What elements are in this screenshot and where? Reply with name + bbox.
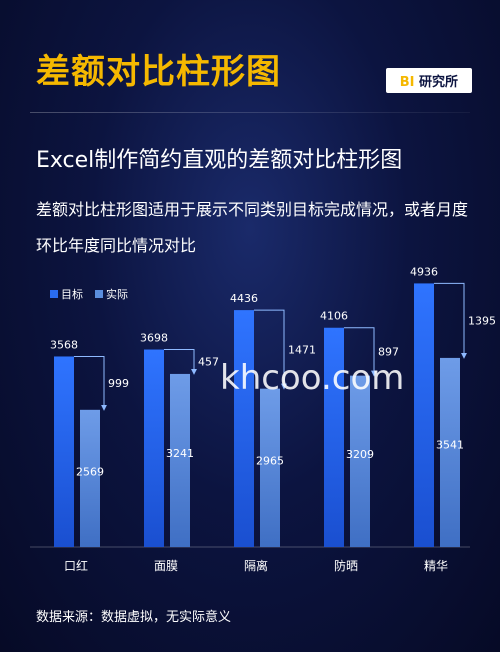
difference-arrow <box>434 282 467 359</box>
page-description: 差额对比柱形图适用于展示不同类别目标完成情况，或者月度环比年度同比情况对比 <box>36 200 469 255</box>
page-headline: 差额对比柱形图 <box>36 52 281 92</box>
bar-actual <box>440 357 460 547</box>
bar-actual <box>170 373 190 547</box>
brand-badge: BI 研究所 <box>385 68 472 93</box>
data-label-difference: 897 <box>378 346 399 359</box>
x-tick-label: 精华 <box>424 559 448 573</box>
data-label-target: 4936 <box>410 265 438 278</box>
data-label-target: 3568 <box>50 338 78 351</box>
data-label-target: 3698 <box>140 332 168 345</box>
brand-badge-text: 研究所 <box>418 75 458 90</box>
page-subtitle: Excel制作简约直观的差额对比柱形图 <box>36 148 403 173</box>
legend-label-actual: 实际 <box>106 288 128 301</box>
brand-badge-prefix: BI <box>399 75 415 90</box>
data-label-actual: 2965 <box>256 455 284 468</box>
bar-actual <box>260 388 280 547</box>
legend-item-target: 目标 <box>50 286 83 302</box>
data-label-actual: 3541 <box>436 439 464 452</box>
data-label-actual: 3209 <box>346 448 374 461</box>
x-tick-label: 面膜 <box>154 559 178 573</box>
data-label-actual: 2569 <box>76 466 104 479</box>
data-label-target: 4106 <box>320 310 348 323</box>
bar-target <box>144 349 164 547</box>
data-label-difference: 1471 <box>288 343 316 356</box>
bar-actual <box>80 409 100 547</box>
bar-target <box>234 310 254 547</box>
difference-arrow <box>344 327 377 377</box>
header-divider <box>30 112 470 113</box>
data-label-actual: 3241 <box>166 447 194 460</box>
x-tick-label: 防晒 <box>334 558 358 573</box>
data-source-note: 数据来源：数据虚拟，无实际意义 <box>36 610 232 625</box>
chart-legend: 目标 实际 <box>50 286 128 302</box>
data-label-difference: 999 <box>108 377 129 390</box>
legend-label-target: 目标 <box>61 288 83 301</box>
bar-target <box>324 327 344 547</box>
difference-arrow <box>164 349 197 375</box>
bar-target <box>414 283 434 547</box>
x-tick-label: 口红 <box>64 558 88 573</box>
difference-arrow <box>74 355 107 411</box>
difference-arrow <box>254 309 287 390</box>
watermark-text: khcoo.com <box>220 358 405 398</box>
bar-target <box>54 356 74 547</box>
legend-swatch-target <box>50 290 58 298</box>
legend-swatch-actual <box>95 290 103 298</box>
bar-actual <box>350 375 370 547</box>
legend-item-actual: 实际 <box>95 286 128 302</box>
x-tick-label: 隔离 <box>244 558 268 573</box>
data-label-difference: 457 <box>198 356 219 369</box>
data-label-difference: 1395 <box>468 315 496 328</box>
data-label-target: 4436 <box>230 292 258 305</box>
